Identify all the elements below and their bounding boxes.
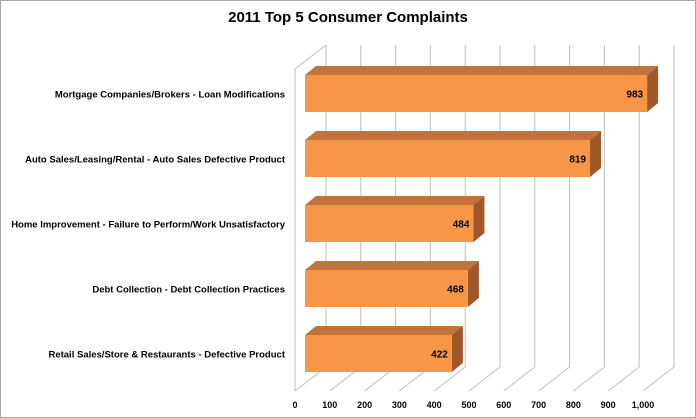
- x-tick-label: 300: [392, 400, 407, 410]
- x-tick-label: 500: [461, 400, 476, 410]
- data-label: 983: [626, 90, 643, 101]
- bar: [305, 270, 468, 307]
- x-tick-label: 1,000: [632, 400, 655, 410]
- data-label: 422: [431, 350, 448, 361]
- x-tick-label: 700: [531, 400, 546, 410]
- bar: [305, 75, 648, 112]
- bar-top: [305, 326, 463, 335]
- bar: [305, 335, 452, 372]
- data-label: 468: [447, 285, 464, 296]
- bar-side: [473, 196, 485, 242]
- floor-gridline: [573, 366, 605, 392]
- data-label: 484: [453, 220, 470, 231]
- category-label: Debt Collection - Debt Collection Practi…: [92, 285, 285, 296]
- bar-side: [451, 326, 463, 372]
- floor-gridline: [607, 366, 640, 392]
- bar-side: [647, 66, 659, 112]
- bar-top: [305, 66, 659, 75]
- floor-gridline: [642, 366, 675, 392]
- floor-gridline: [433, 366, 466, 392]
- bar: [305, 205, 474, 242]
- x-tick-label: 800: [566, 400, 581, 410]
- x-tick-label: 0: [292, 400, 297, 410]
- chart-title: 2011 Top 5 Consumer Complaints: [228, 9, 468, 26]
- x-tick-label: 200: [357, 400, 372, 410]
- bar-top: [305, 261, 479, 270]
- bar-top: [305, 131, 602, 140]
- category-label: Auto Sales/Leasing/Rental - Auto Sales D…: [25, 155, 286, 166]
- floor-gridline: [503, 366, 536, 392]
- x-tick-label: 600: [496, 400, 511, 410]
- category-label: Home Improvement - Failure to Perform/Wo…: [11, 220, 286, 231]
- x-tick-label: 100: [322, 400, 337, 410]
- bar-top: [305, 196, 485, 205]
- floor-gridline: [468, 366, 501, 392]
- bar-side: [590, 131, 602, 177]
- bar: [305, 140, 591, 177]
- floor-gridline: [538, 366, 570, 392]
- x-tick-label: 400: [427, 400, 442, 410]
- data-label: 819: [569, 155, 586, 166]
- x-tick-label: 900: [601, 400, 616, 410]
- category-label: Retail Sales/Store & Restaurants - Defec…: [48, 350, 285, 361]
- bar-side: [467, 261, 479, 307]
- category-label: Mortgage Companies/Brokers - Loan Modifi…: [55, 90, 285, 101]
- side-wall: [294, 44, 327, 391]
